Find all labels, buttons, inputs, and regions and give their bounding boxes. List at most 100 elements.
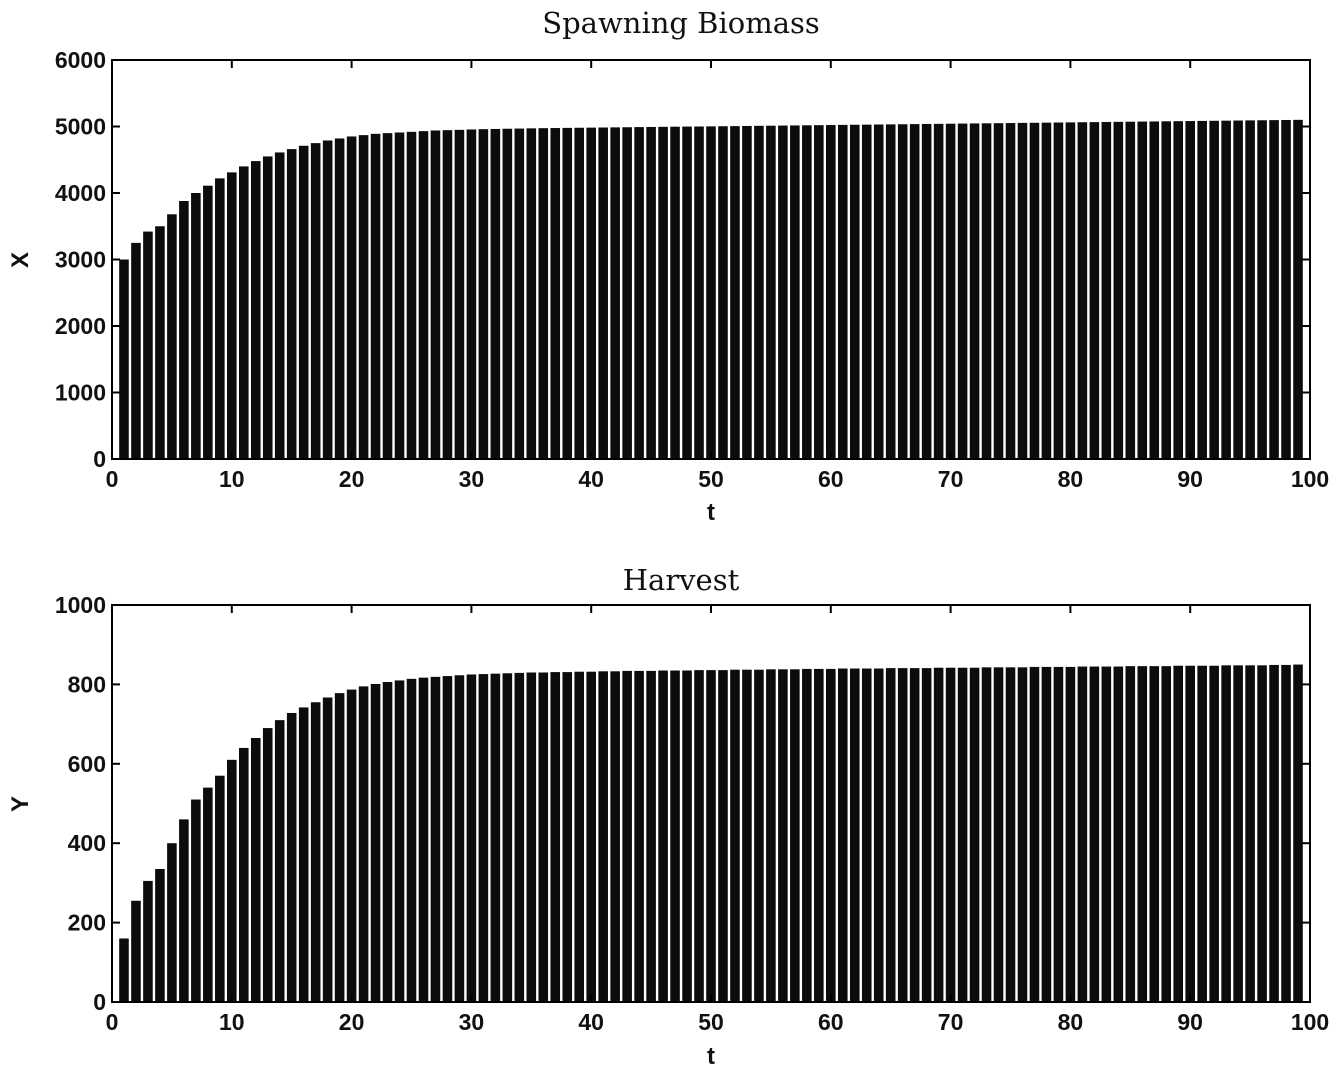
- bar: [382, 133, 393, 459]
- bar: [1245, 120, 1255, 459]
- bar: [598, 671, 608, 1002]
- bar: [1029, 666, 1040, 1002]
- bar: [861, 124, 872, 459]
- bar: [430, 130, 441, 460]
- bar: [394, 680, 405, 1002]
- bar: [981, 123, 992, 459]
- x-tick-label: 90: [1177, 1009, 1203, 1035]
- bar: [1293, 119, 1303, 459]
- bar: [262, 156, 273, 459]
- x-tick-label: 40: [578, 466, 604, 492]
- bar: [646, 126, 656, 459]
- bar: [849, 668, 860, 1002]
- bar: [238, 747, 249, 1002]
- bar: [550, 128, 561, 459]
- y-tick-label: 0: [93, 446, 106, 472]
- bar: [298, 145, 309, 459]
- bar: [203, 185, 213, 459]
- bar: [1221, 120, 1231, 460]
- x-tick-label: 100: [1291, 1009, 1329, 1035]
- bar: [706, 670, 716, 1002]
- bar: [310, 143, 321, 460]
- spawning-biomass-chart: Spawning Biomass X t 0 10 20 30 40 50 60 70 80 90…: [7, 6, 1329, 526]
- bar: [1053, 122, 1064, 459]
- bar: [1269, 664, 1279, 1002]
- bar: [849, 124, 860, 460]
- bar: [778, 125, 788, 459]
- bar: [1149, 666, 1160, 1002]
- bar: [442, 676, 453, 1002]
- bar: [1017, 122, 1028, 459]
- x-tick-label: 40: [578, 1009, 604, 1035]
- bar: [370, 684, 381, 1002]
- y-axis-label: X: [7, 252, 34, 268]
- bar: [802, 668, 812, 1002]
- bar: [382, 682, 393, 1002]
- bar: [430, 676, 441, 1002]
- bar: [143, 880, 153, 1002]
- bar: [622, 127, 632, 459]
- x-tick-label: 60: [818, 1009, 844, 1035]
- bar: [1125, 666, 1136, 1002]
- bar: [1113, 121, 1124, 459]
- bar: [155, 869, 165, 1002]
- bar-series: [119, 664, 1303, 1002]
- bar: [873, 124, 884, 459]
- y-tick-label: 5000: [55, 114, 106, 140]
- bar: [1041, 122, 1052, 459]
- bar: [766, 669, 776, 1002]
- x-tick-label: 60: [818, 466, 844, 492]
- x-tick-label: 70: [938, 466, 964, 492]
- bar: [454, 675, 465, 1002]
- y-tick-label: 4000: [55, 180, 106, 206]
- bar: [1269, 120, 1279, 460]
- bar: [945, 123, 956, 460]
- y-tick-label: 1000: [55, 380, 106, 406]
- bar: [250, 738, 261, 1002]
- bar: [227, 172, 237, 459]
- y-tick-label: 400: [68, 830, 106, 856]
- bar: [837, 124, 848, 460]
- bar: [778, 669, 788, 1002]
- bar: [262, 728, 273, 1002]
- bar: [897, 668, 908, 1002]
- bar: [826, 668, 836, 1002]
- x-tick-label: 90: [1177, 466, 1203, 492]
- bar: [706, 126, 716, 460]
- bar: [1089, 122, 1100, 460]
- x-tick-label: 30: [459, 466, 485, 492]
- bar: [1077, 122, 1088, 460]
- bar: [358, 135, 369, 459]
- chart-title: Spawning Biomass: [542, 6, 820, 40]
- x-tick-label: 0: [106, 1009, 119, 1035]
- bar: [1161, 666, 1172, 1002]
- bar: [167, 214, 177, 459]
- bar: [921, 123, 932, 459]
- bar: [754, 125, 764, 459]
- bar: [1173, 121, 1184, 460]
- x-tick-label: 50: [698, 466, 724, 492]
- y-axis-label: Y: [7, 796, 34, 812]
- bar: [119, 259, 129, 459]
- x-axis-ticks: 0 10 20 30 40 50 60 70 80 90 100: [106, 60, 1329, 492]
- bar: [730, 126, 740, 459]
- bar: [885, 668, 896, 1002]
- x-axis-label: t: [707, 499, 715, 526]
- bar: [766, 125, 776, 459]
- bar: [933, 123, 944, 459]
- bar: [454, 129, 465, 459]
- bar: [742, 125, 752, 459]
- bar: [909, 124, 920, 460]
- bar: [670, 126, 680, 459]
- bar: [1017, 667, 1028, 1002]
- bar: [502, 128, 513, 459]
- bar: [119, 938, 129, 1002]
- bar: [1029, 122, 1040, 459]
- bar: [346, 136, 357, 459]
- bar: [634, 127, 644, 459]
- bar: [574, 671, 585, 1002]
- bar: [622, 670, 632, 1002]
- bar: [1233, 120, 1243, 459]
- bar: [1041, 666, 1052, 1002]
- bar: [322, 697, 333, 1002]
